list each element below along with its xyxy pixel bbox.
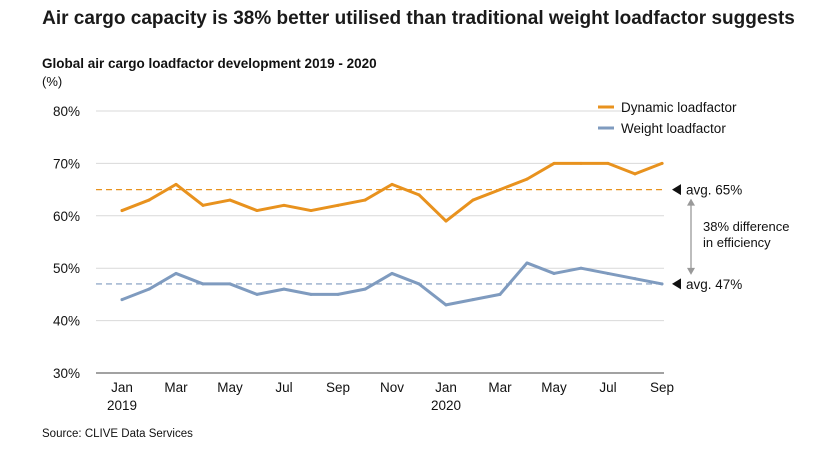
average-label: avg. 47% xyxy=(686,277,742,292)
data-point xyxy=(606,271,610,275)
data-point xyxy=(525,261,529,265)
chart-subtitle: Global air cargo loadfactor development … xyxy=(42,56,377,71)
arrow-down-icon xyxy=(687,267,695,275)
x-tick-label: Sep xyxy=(650,380,674,395)
y-tick-label: 50% xyxy=(53,261,80,276)
data-point xyxy=(390,271,394,275)
x-tick-label: Jul xyxy=(275,380,292,395)
x-tick-label: Sep xyxy=(326,380,350,395)
x-tick-label: Jan xyxy=(111,380,133,395)
data-point xyxy=(579,161,583,165)
x-tick-label: Jan xyxy=(435,380,457,395)
x-tick-label: Jul xyxy=(599,380,616,395)
data-point xyxy=(417,282,421,286)
legend-label: Weight loadfactor xyxy=(621,121,726,136)
x-tick-label: Nov xyxy=(380,380,404,395)
data-point xyxy=(228,282,232,286)
x-tick-label: May xyxy=(541,380,567,395)
data-point xyxy=(552,161,556,165)
data-point xyxy=(633,172,637,176)
data-point xyxy=(201,282,205,286)
data-point xyxy=(309,292,313,296)
average-label: avg. 65% xyxy=(686,183,742,198)
data-point xyxy=(633,277,637,281)
data-point xyxy=(471,198,475,202)
data-point xyxy=(552,271,556,275)
data-point xyxy=(336,203,340,207)
data-point xyxy=(255,209,259,213)
data-point xyxy=(147,198,151,202)
arrow-up-icon xyxy=(687,198,695,206)
data-point xyxy=(444,219,448,223)
difference-annotation: 38% difference xyxy=(703,219,790,234)
chart-title: Air cargo capacity is 38% better utilise… xyxy=(42,8,795,29)
source-note: Source: CLIVE Data Services xyxy=(42,428,193,440)
data-point xyxy=(444,303,448,307)
y-tick-label: 60% xyxy=(53,209,80,224)
series-line-dynamic xyxy=(120,161,664,223)
data-point xyxy=(120,298,124,302)
data-point xyxy=(309,209,313,213)
data-point xyxy=(255,292,259,296)
data-point xyxy=(282,203,286,207)
data-point xyxy=(579,266,583,270)
data-point xyxy=(525,177,529,181)
data-point xyxy=(363,287,367,291)
y-tick-label: 80% xyxy=(53,104,80,119)
y-unit-label: (%) xyxy=(42,74,63,89)
x-year-label: 2020 xyxy=(431,398,461,413)
x-year-label: 2019 xyxy=(107,398,137,413)
data-point xyxy=(228,198,232,202)
data-point xyxy=(282,287,286,291)
data-point xyxy=(660,161,664,165)
data-point xyxy=(201,203,205,207)
data-point xyxy=(417,193,421,197)
data-point xyxy=(471,298,475,302)
data-point xyxy=(120,209,124,213)
x-tick-label: May xyxy=(217,380,243,395)
data-point xyxy=(174,271,178,275)
data-point xyxy=(498,292,502,296)
y-tick-label: 40% xyxy=(53,314,80,329)
average-marker-icon xyxy=(672,278,681,290)
y-tick-label: 70% xyxy=(53,156,80,171)
y-tick-label: 30% xyxy=(53,366,80,381)
data-point xyxy=(660,282,664,286)
legend-label: Dynamic loadfactor xyxy=(621,100,737,115)
data-point xyxy=(606,161,610,165)
data-point xyxy=(336,292,340,296)
x-tick-label: Mar xyxy=(164,380,188,395)
data-point xyxy=(390,182,394,186)
data-point xyxy=(498,188,502,192)
difference-annotation: in efficiency xyxy=(703,235,771,250)
data-point xyxy=(174,182,178,186)
x-tick-label: Mar xyxy=(488,380,512,395)
data-point xyxy=(363,198,367,202)
average-marker-icon xyxy=(672,184,681,196)
data-point xyxy=(147,287,151,291)
